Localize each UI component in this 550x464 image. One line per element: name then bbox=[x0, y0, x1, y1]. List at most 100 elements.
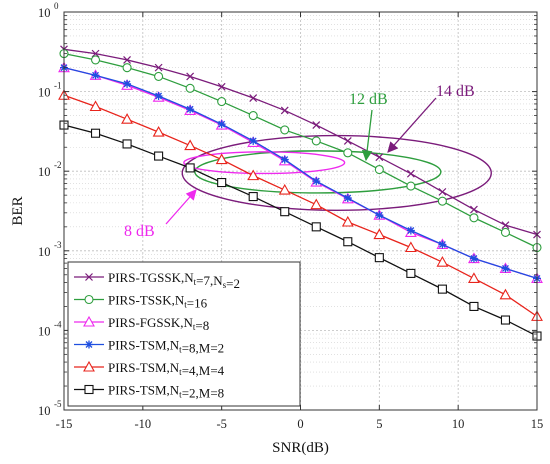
legend-label-part: PIRS-TSM, bbox=[108, 360, 170, 375]
legend-label-part: =2 bbox=[210, 341, 224, 356]
data-point bbox=[343, 237, 353, 247]
x-tick-label: 5 bbox=[376, 417, 382, 431]
x-tick-label: -10 bbox=[134, 417, 151, 431]
legend-label-part: N bbox=[170, 383, 180, 398]
data-point bbox=[436, 256, 449, 267]
data-point bbox=[185, 163, 195, 173]
y-tick-label: 10 bbox=[38, 6, 51, 20]
legend-label-part: =4 bbox=[210, 363, 224, 378]
data-point bbox=[373, 228, 386, 240]
legend-label: PIRS-TSM,Nt=2,M=8 bbox=[108, 383, 224, 401]
data-point bbox=[123, 55, 131, 64]
legend-label: PIRS-FGSSK,Nt=8 bbox=[108, 315, 209, 333]
data-point bbox=[341, 215, 354, 227]
legend-entry: PIRS-TSM,Nt=4,M=4 bbox=[74, 360, 225, 378]
data-point bbox=[312, 121, 321, 129]
legend-label-part: N bbox=[213, 273, 223, 288]
data-point bbox=[215, 153, 228, 165]
series-line-5 bbox=[63, 124, 538, 337]
data-point bbox=[311, 222, 321, 232]
data-point bbox=[154, 92, 163, 101]
legend-swatch-marker bbox=[83, 360, 95, 372]
legend-swatch-marker bbox=[84, 294, 94, 305]
annotation-ellipse-2 bbox=[183, 151, 346, 175]
legend-label-part: t bbox=[194, 277, 197, 287]
series-4 bbox=[58, 89, 543, 321]
legend-label-part: =8, bbox=[182, 341, 199, 356]
x-tick-label: 10 bbox=[452, 417, 465, 431]
data-point bbox=[470, 205, 478, 214]
legend-label-part: t bbox=[179, 390, 182, 400]
data-point bbox=[438, 187, 447, 196]
data-point bbox=[406, 226, 415, 235]
data-point bbox=[217, 120, 226, 129]
series-line-4 bbox=[63, 94, 538, 317]
data-point bbox=[217, 82, 226, 91]
annotation-ellipses bbox=[181, 134, 492, 212]
legend-label-part: t bbox=[179, 367, 182, 377]
legend-swatch-marker bbox=[85, 340, 93, 349]
data-point bbox=[406, 268, 416, 278]
x-tick-label: 15 bbox=[531, 417, 544, 431]
data-point bbox=[280, 207, 290, 217]
data-point bbox=[154, 71, 164, 81]
legend-label-part: =8 bbox=[195, 318, 209, 333]
data-point bbox=[404, 241, 417, 253]
legend-label-part: =8 bbox=[210, 386, 224, 401]
y-tick-exponent: -1 bbox=[54, 81, 62, 91]
legend-label-part: =2 bbox=[226, 276, 240, 291]
legend-swatch-marker bbox=[84, 384, 94, 395]
y-tick-label: 10 bbox=[38, 245, 51, 259]
data-point bbox=[437, 196, 447, 206]
legend-label-part: t bbox=[193, 322, 196, 332]
data-point bbox=[280, 155, 289, 164]
legend-entry: PIRS-TSM,Nt=8,M=2 bbox=[74, 338, 224, 356]
data-point bbox=[248, 192, 258, 202]
data-point bbox=[249, 136, 258, 145]
annotation-arrow-14db-head bbox=[387, 141, 399, 153]
x-tick-label: -5 bbox=[216, 417, 226, 431]
data-point bbox=[374, 164, 384, 175]
annotation-label: 12 dB bbox=[349, 91, 388, 108]
data-point bbox=[406, 181, 416, 191]
data-point bbox=[217, 96, 227, 107]
legend-label: PIRS-TSSK,Nt=16 bbox=[108, 293, 208, 311]
annotation-arrow-14db bbox=[387, 97, 437, 153]
series-5 bbox=[59, 120, 542, 341]
legend-box bbox=[67, 261, 301, 407]
x-tick-label: -15 bbox=[56, 417, 73, 431]
x-tick-label: 0 bbox=[297, 417, 303, 431]
data-point bbox=[467, 272, 480, 283]
data-point bbox=[312, 177, 321, 186]
data-point bbox=[469, 254, 478, 263]
data-point bbox=[152, 125, 165, 137]
series-line-0 bbox=[63, 48, 538, 236]
legend-label: PIRS-TGSSK,Nt=7,Ns=2 bbox=[108, 270, 240, 291]
legend-label-part: PIRS-TGSSK, bbox=[108, 270, 184, 285]
data-point bbox=[311, 136, 321, 146]
data-point bbox=[374, 253, 384, 263]
data-point bbox=[438, 240, 447, 249]
x-axis-title: SNR(dB) bbox=[272, 440, 329, 456]
legend-label-part: PIRS-TSM, bbox=[108, 338, 170, 353]
data-point bbox=[184, 139, 197, 151]
data-point bbox=[501, 221, 510, 230]
legend-label-part: M bbox=[199, 386, 211, 401]
legend-label-part: PIRS-TSM, bbox=[108, 383, 170, 398]
data-point bbox=[122, 63, 132, 73]
data-point bbox=[91, 71, 100, 80]
y-tick-exponent: -4 bbox=[54, 319, 62, 329]
data-point bbox=[186, 72, 195, 81]
data-point bbox=[501, 264, 510, 273]
legend-label-part: N bbox=[184, 315, 194, 330]
legend-label-part: t bbox=[184, 300, 187, 310]
legend-label-part: N bbox=[170, 338, 180, 353]
y-tick-label: 10 bbox=[38, 165, 51, 179]
data-point bbox=[217, 178, 227, 188]
legend-label-part: PIRS-FGSSK, bbox=[108, 315, 184, 330]
data-point bbox=[310, 198, 323, 210]
data-point bbox=[249, 94, 258, 102]
